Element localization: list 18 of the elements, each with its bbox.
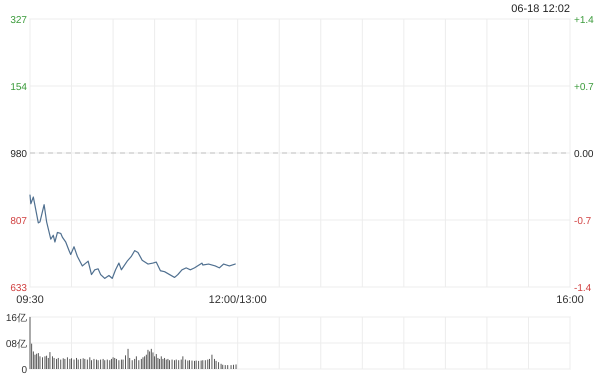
text: 154 [10,82,28,93]
y-tick-label: -0.7 [574,216,592,227]
text: 807 [10,216,28,227]
text: 633 [10,283,28,294]
x-tick-label: 12:00/13:00 [208,294,267,306]
y-tick-label: 0.00 [574,149,594,160]
x-tick-label: 09:30 [16,294,44,306]
text: 980 [10,149,28,160]
y-tick-label: 08亿 [6,339,27,350]
text: 327 [10,15,28,26]
y-tick-label: +1.4 [574,15,594,26]
y-tick-label: 16亿 [6,313,27,324]
y-tick-label: +0.7 [574,82,594,93]
y-tick-label: 0 [21,365,28,375]
text: 06-18 12:02 [511,3,570,15]
y-tick-label: -1.4 [574,283,592,294]
x-tick-label: 16:00 [556,294,584,306]
line-series [29,194,236,279]
